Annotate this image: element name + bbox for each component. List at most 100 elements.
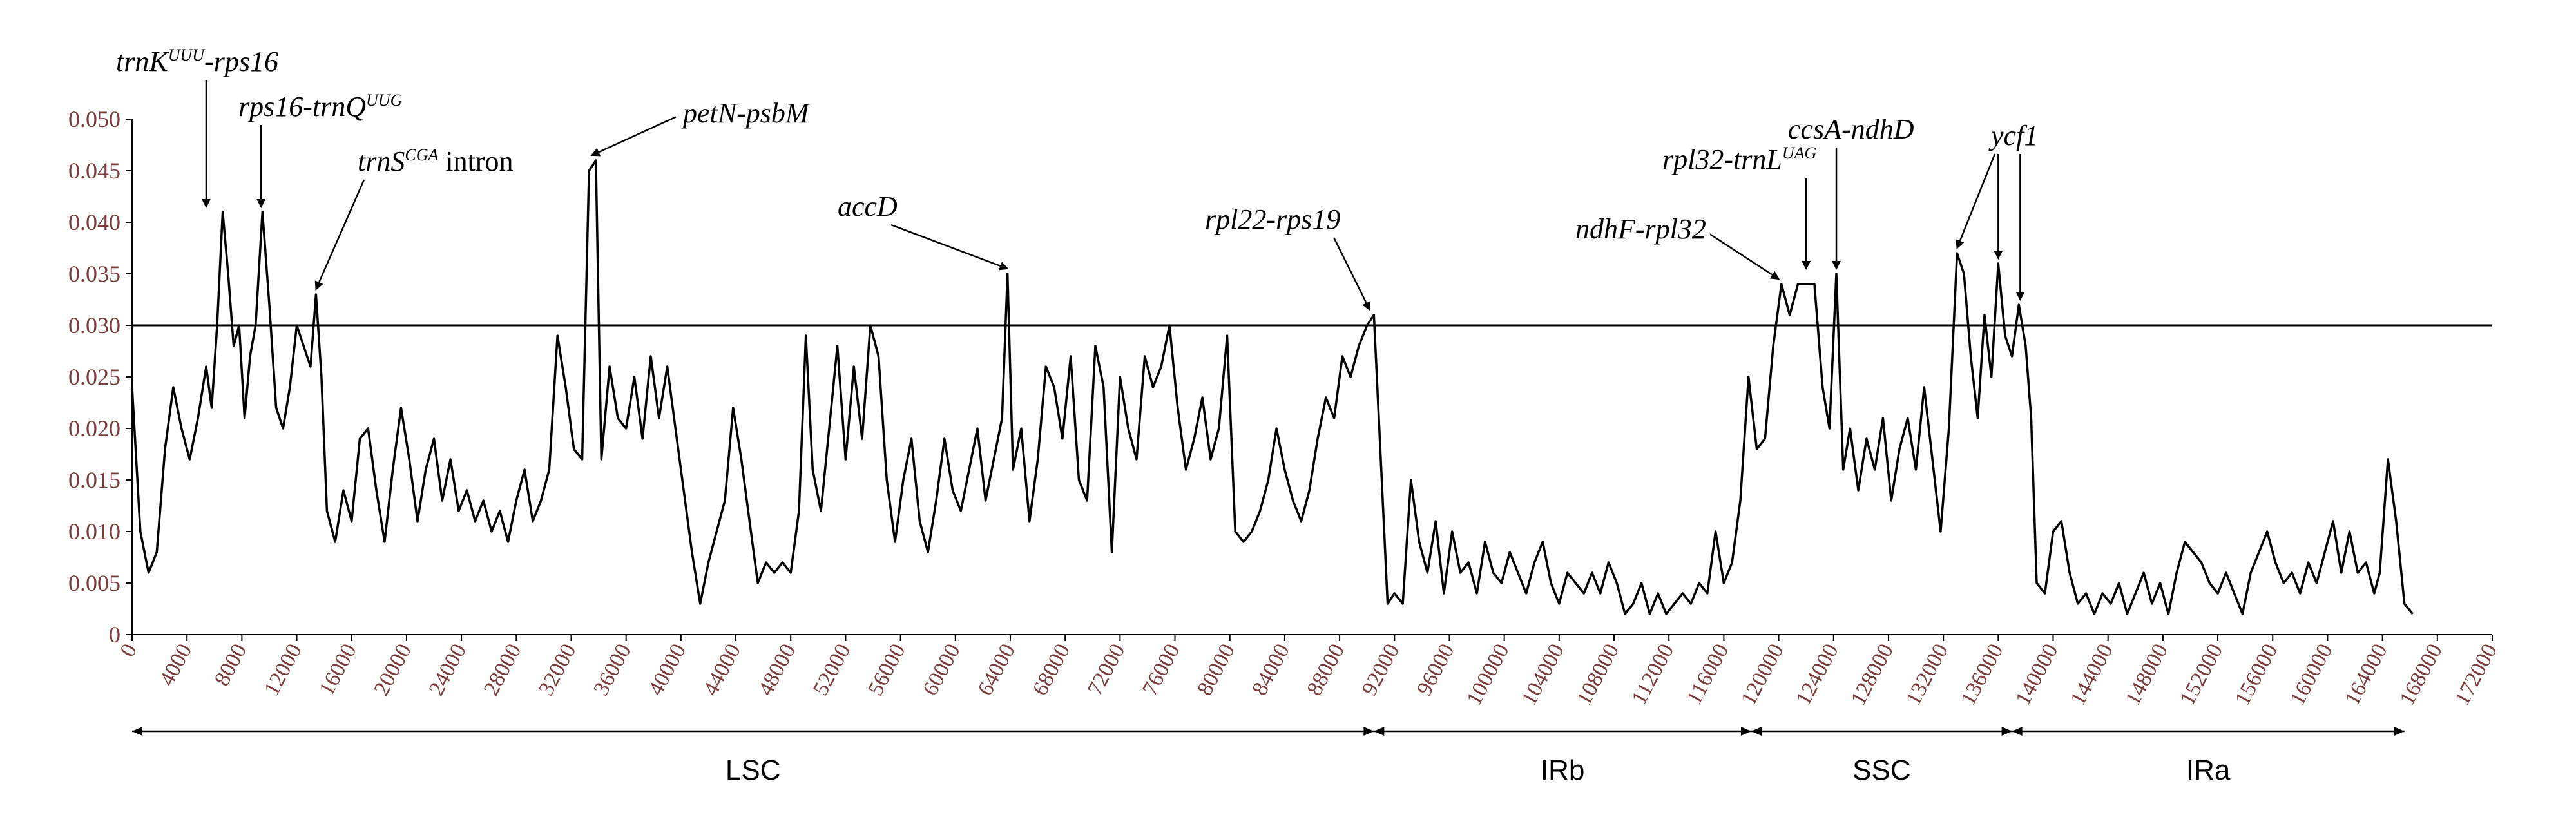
annotation-text: -rps16 (204, 46, 278, 77)
x-tick-label: 160000 (2285, 640, 2338, 709)
genome-regions: LSC IRb SSC IRa (132, 727, 2405, 786)
annotation-text: accD (838, 191, 898, 222)
x-tick-label: 96000 (1412, 640, 1459, 699)
x-tick-label: 148000 (2120, 640, 2173, 709)
annotation-superscript: UUU (168, 46, 206, 64)
x-tick-label: 16000 (314, 640, 361, 699)
annotation-text: ycf1 (1988, 120, 2038, 151)
annotation-text: trnK (116, 46, 169, 77)
x-axis-ticks: 0 4000 8000 12000 16000 20000 24000 28000 32000 3… (115, 635, 2502, 709)
annotation-arrow (890, 224, 1009, 271)
region-arrow-left (1374, 727, 1385, 736)
y-tick-label: 0.030 (68, 312, 120, 338)
y-tick-label: 0.010 (68, 519, 120, 544)
x-tick-label: 112000 (1627, 640, 1678, 708)
x-tick-label: 116000 (1682, 640, 1733, 708)
x-tick-label: 20000 (369, 640, 416, 699)
x-tick-label: 144000 (2066, 640, 2118, 709)
x-tick-label: 8000 (210, 640, 252, 689)
x-tick-label: 124000 (1791, 640, 1843, 709)
x-tick-label: 4000 (155, 640, 197, 689)
y-tick-label: 0.015 (68, 467, 120, 493)
x-tick-label: 164000 (2340, 640, 2392, 709)
region-arrow-left (132, 727, 142, 736)
x-tick-label: 120000 (1736, 640, 1789, 709)
annotation-arrow (1333, 237, 1371, 311)
annotation-arrow (1956, 153, 1996, 249)
annotation-text: ndhF-rpl32 (1575, 213, 1706, 245)
annotation-ndhf: ndhF-rpl32 (1575, 213, 1706, 245)
x-tick-label: 80000 (1193, 640, 1240, 699)
annotation-rpl22: rpl22-rps19 (1205, 204, 1340, 235)
region-arrow-right (1363, 727, 1374, 736)
region-arrow-right (2001, 727, 2012, 736)
x-tick-label: 136000 (1956, 640, 2008, 709)
x-tick-label: 92000 (1358, 640, 1405, 699)
region-arrow-left (2012, 727, 2023, 736)
x-tick-label: 36000 (589, 640, 636, 699)
region-label-irb: IRb (1541, 754, 1584, 786)
annotation-rps16trnq: rps16-trnQUUG (238, 91, 403, 122)
annotation-text: petN-psbM (681, 97, 811, 129)
x-tick-label: 128000 (1846, 640, 1898, 709)
annotation-text: ccsA-ndhD (1788, 113, 1914, 145)
x-tick-label: 104000 (1517, 640, 1569, 709)
annotation-ccsa: ccsA-ndhD (1788, 113, 1914, 145)
y-tick-label: 0.020 (68, 416, 120, 441)
annotation-superscript: UAG (1782, 144, 1817, 162)
x-tick-label: 12000 (260, 640, 307, 699)
x-tick-label: 32000 (534, 640, 581, 699)
region-arrow-right (2394, 727, 2405, 736)
y-tick-label: 0 (109, 622, 120, 647)
annotation-ycf1: ycf1 (1988, 120, 2038, 151)
annotation-superscript: CGA (405, 146, 438, 164)
x-tick-label: 64000 (973, 640, 1020, 699)
x-tick-label: 40000 (644, 640, 691, 699)
region-arrow-left (1751, 727, 1762, 736)
x-tick-label: 152000 (2176, 640, 2228, 709)
annotation-arrow (314, 179, 365, 291)
region-label-lsc: LSC (726, 754, 781, 786)
x-tick-label: 56000 (863, 640, 910, 699)
x-tick-label: 76000 (1138, 640, 1185, 699)
annotation-text: rpl32-trnL (1662, 144, 1782, 175)
annotation-trns: trnSCGA intron (358, 146, 513, 177)
y-tick-label: 0.035 (68, 261, 120, 287)
x-tick-label: 44000 (699, 640, 746, 699)
annotation-petn: petN-psbM (681, 97, 811, 129)
x-tick-label: 140000 (2011, 640, 2063, 709)
y-tick-label: 0.040 (68, 209, 120, 235)
y-axis-ticks: 0 0.005 0.010 0.015 0.020 0.025 0.030 0.035 0.04… (68, 106, 132, 647)
x-tick-label: 108000 (1572, 640, 1624, 709)
x-tick-label: 48000 (754, 640, 801, 699)
x-tick-label: 156000 (2231, 640, 2283, 709)
region-label-ira: IRa (2186, 754, 2231, 786)
x-tick-label: 132000 (1901, 640, 1954, 709)
annotation-trnk: trnKUUU-rps16 (116, 46, 278, 77)
annotation-accd: accD (838, 191, 898, 222)
annotations: trnKUUU-rps16 rps16-trnQUUG trnSCGA intron… (116, 46, 2038, 311)
x-tick-label: 172000 (2450, 640, 2503, 709)
annotation-arrow (590, 116, 677, 157)
series-line (131, 159, 2414, 615)
annotation-rpl32: rpl32-trnLUAG (1662, 144, 1816, 175)
x-tick-label: 60000 (918, 640, 965, 699)
annotation-text: rps16-trnQ (238, 91, 366, 122)
y-tick-label: 0.045 (68, 158, 120, 184)
x-tick-label: 68000 (1028, 640, 1075, 699)
region-label-ssc: SSC (1852, 754, 1910, 786)
x-tick-label: 168000 (2395, 640, 2447, 709)
annotation-superscript: UUG (366, 91, 403, 110)
annotation-text: intron (438, 146, 513, 177)
x-tick-label: 84000 (1247, 640, 1294, 699)
y-tick-label: 0.005 (68, 570, 120, 596)
annotation-arrow (1709, 233, 1780, 280)
x-tick-label: 72000 (1083, 640, 1130, 699)
region-arrow-right (1740, 727, 1751, 736)
y-tick-label: 0.050 (68, 106, 120, 132)
x-tick-label: 24000 (425, 640, 472, 699)
x-tick-label: 100000 (1462, 640, 1514, 709)
y-tick-label: 0.025 (68, 364, 120, 390)
x-tick-label: 88000 (1303, 640, 1350, 699)
